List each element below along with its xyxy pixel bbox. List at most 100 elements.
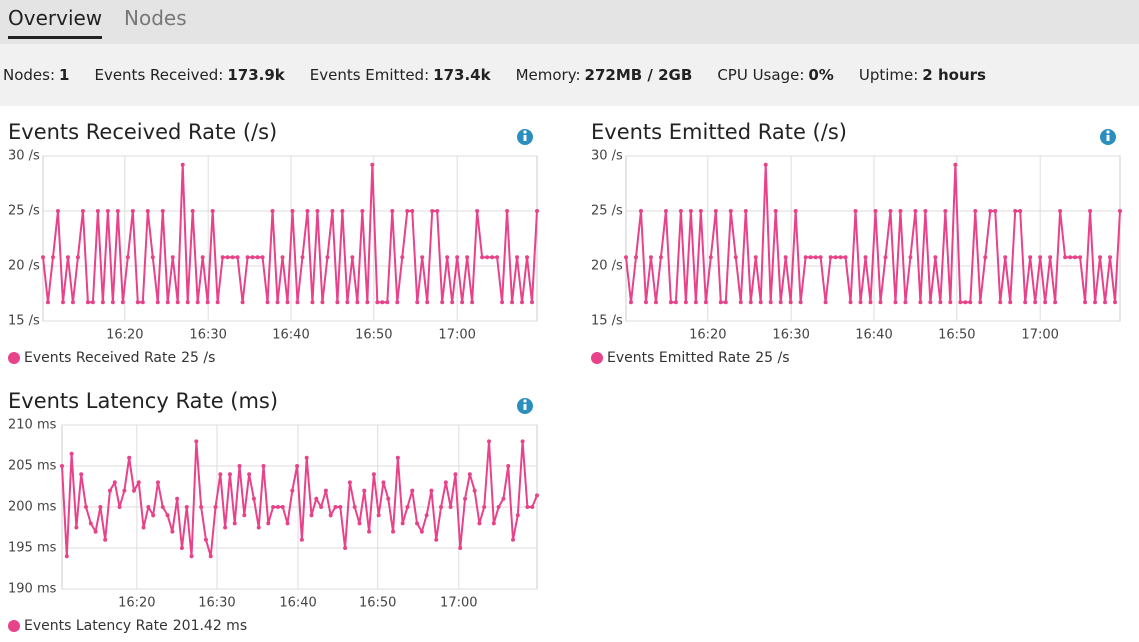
point <box>487 439 492 444</box>
point <box>1088 209 1093 213</box>
y-tick-label: 30 /s <box>8 149 40 164</box>
stat: Uptime: 2 hours <box>859 66 986 84</box>
point <box>223 525 228 530</box>
point <box>943 209 948 213</box>
stat-label: Events Emitted: <box>309 66 430 84</box>
point <box>958 300 963 305</box>
info-circle <box>1100 129 1116 145</box>
point <box>41 255 45 260</box>
point <box>1053 300 1058 305</box>
point <box>843 255 848 260</box>
point <box>530 300 535 305</box>
point <box>105 209 110 213</box>
point <box>60 300 65 305</box>
tab[interactable]: Nodes <box>124 6 187 30</box>
point <box>155 480 160 485</box>
y-tick-label: 25 /s <box>591 204 623 219</box>
x-tick-label: 16:30 <box>189 328 226 343</box>
point <box>325 255 330 260</box>
point <box>465 255 470 260</box>
point <box>1078 255 1083 260</box>
point <box>155 300 160 305</box>
point <box>838 255 843 260</box>
x-tick-label: 16:30 <box>198 596 235 611</box>
point <box>500 300 505 305</box>
point <box>818 255 823 260</box>
x-tick-label: 16:50 <box>359 596 396 611</box>
x-tick-label: 17:00 <box>1021 328 1058 343</box>
point <box>232 521 237 526</box>
point <box>140 300 145 305</box>
point <box>525 505 530 509</box>
point <box>170 529 175 534</box>
point <box>480 255 485 260</box>
point <box>391 529 396 534</box>
point <box>515 513 520 518</box>
point <box>100 300 105 305</box>
info-icon[interactable] <box>517 398 533 414</box>
tab[interactable]: Overview <box>8 6 103 39</box>
info-dot <box>523 399 527 403</box>
point <box>125 255 130 260</box>
stats-bar: Nodes: 1 Events Received: 173.9k Events Emit… <box>0 44 1139 106</box>
point <box>823 300 828 305</box>
point <box>290 488 295 493</box>
point <box>425 300 430 305</box>
point <box>357 521 362 526</box>
point <box>1043 300 1048 305</box>
point <box>918 300 923 305</box>
point <box>220 255 225 260</box>
point <box>973 209 978 213</box>
info-dot <box>523 130 527 134</box>
point <box>45 300 50 305</box>
point <box>309 513 314 518</box>
point <box>933 255 938 260</box>
stat-label: Memory: <box>515 66 581 84</box>
point <box>713 209 718 213</box>
point <box>333 505 338 509</box>
point <box>275 300 280 305</box>
point <box>247 472 252 477</box>
point <box>530 505 535 509</box>
point <box>371 472 376 477</box>
point <box>195 300 200 305</box>
point <box>295 300 300 305</box>
point <box>653 300 658 305</box>
point <box>75 255 80 260</box>
x-tick-label: 16:50 <box>355 328 392 343</box>
point <box>365 300 370 305</box>
point <box>858 300 863 305</box>
point <box>205 300 210 305</box>
point <box>968 300 973 305</box>
point <box>227 472 232 477</box>
point <box>90 300 95 305</box>
legend-name: Events Latency Rate <box>24 618 168 634</box>
info-icon[interactable] <box>517 129 533 145</box>
point <box>624 255 628 260</box>
point <box>453 472 458 477</box>
legend-swatch <box>8 352 20 364</box>
point <box>440 300 445 305</box>
y-tick-label: 20 /s <box>8 259 40 274</box>
point <box>194 439 199 444</box>
info-icon[interactable] <box>1100 129 1116 145</box>
point <box>520 300 525 305</box>
point <box>1113 300 1118 305</box>
point <box>345 300 350 305</box>
point <box>673 300 678 305</box>
point <box>430 209 435 213</box>
point <box>482 505 487 509</box>
y-tick-label: 190 ms <box>8 582 57 597</box>
point <box>235 255 240 260</box>
point <box>350 255 355 260</box>
point <box>380 300 385 305</box>
point <box>261 464 266 468</box>
point <box>280 255 285 260</box>
info-bar <box>523 135 527 141</box>
point <box>50 255 55 260</box>
info-dot <box>1106 130 1110 134</box>
point <box>300 255 305 260</box>
point <box>477 521 482 526</box>
point <box>415 300 420 305</box>
point <box>270 209 275 213</box>
